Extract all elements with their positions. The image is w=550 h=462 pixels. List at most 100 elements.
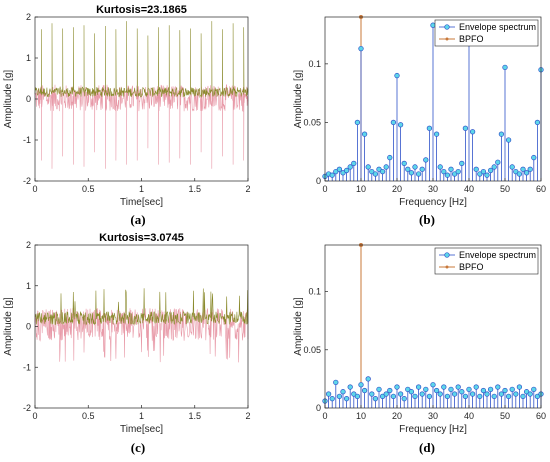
envelope-marker [444,393,451,400]
y-tick-label: -1 [23,135,31,145]
x-tick-label: 2 [245,184,250,194]
legend: Envelope spectrum BPFO [434,19,539,47]
panel-label: (d) [419,440,435,455]
envelope-marker [498,131,505,137]
envelope-marker [462,125,469,131]
filtered-signal-trace [34,21,249,98]
x-tick-label: 0.5 [82,184,95,194]
envelope-marker [347,384,353,390]
envelope-marker [527,166,533,172]
x-tick-label: 30 [428,184,438,194]
envelope-marker [401,160,407,167]
envelope-marker [329,172,335,178]
x-axis-label: Frequency [Hz] [399,424,467,435]
envelope-marker [343,167,350,174]
legend-box [434,247,539,275]
x-axis-label: Time[sec] [120,424,163,435]
y-axis-label: Amplitude [g] [3,70,14,129]
envelope-marker [437,164,443,170]
legend-envelope-label: Envelope spectrum [459,250,536,260]
plot-area [34,21,249,169]
envelope-marker [405,386,411,393]
envelope-marker [358,382,364,388]
x-tick-label: 20 [392,411,402,421]
envelope-marker [531,154,537,161]
envelope-marker [369,391,375,397]
plot-area [34,288,249,363]
envelope-marker [369,168,375,175]
y-tick-label: -2 [23,176,31,186]
envelope-marker [397,122,404,128]
envelope-marker [523,170,530,176]
envelope-marker [419,166,425,172]
envelope-marker [484,391,490,397]
envelope-marker [426,125,433,131]
envelope-marker [534,393,541,400]
x-tick-label: 40 [464,184,474,194]
envelope-marker [531,386,537,393]
legend-envelope-marker [444,24,450,30]
x-tick-label: 30 [428,411,438,421]
y-tick-label: 0 [26,322,31,332]
x-tick-label: 20 [392,184,402,194]
y-tick-label: 1 [26,53,31,63]
envelope-marker [495,159,501,165]
envelope-marker [412,393,418,400]
y-tick-label: 0.05 [303,345,321,355]
envelope-marker [509,164,515,170]
envelope-marker [502,387,508,394]
envelope-marker [462,393,469,400]
envelope-marker [336,166,343,172]
envelope-marker [491,393,497,400]
envelope-marker [365,164,371,170]
envelope-marker [336,393,343,400]
legend-bpfo-marker [445,37,449,41]
raw-signal-trace [34,83,249,169]
envelope-marker [502,64,508,71]
chart-panel-1: 0 0.5 1 1.5 2 -2 -1 0 1 2 Time[sec] Amplitude [g] Ku… [3,4,251,227]
x-tick-label: 1.5 [188,411,201,421]
envelope-marker [516,171,523,177]
legend: Envelope spectrum BPFO [434,247,539,275]
filtered-signal-trace [34,288,249,326]
envelope-marker [459,160,465,167]
envelope-marker [361,131,368,137]
envelope-marker [444,172,451,178]
envelope-marker [325,391,332,397]
envelope-marker [448,166,454,172]
envelope-marker [329,396,335,402]
envelope-marker [433,131,440,137]
envelope-marker [430,22,436,28]
envelope-marker [376,386,382,393]
envelope-marker [505,393,512,400]
y-tick-label: -2 [23,403,31,413]
envelope-marker [437,391,443,397]
envelope-marker [491,164,497,170]
envelope-marker [340,170,346,176]
envelope-marker [394,384,400,390]
envelope-marker [426,393,433,400]
envelope-marker [361,387,368,394]
envelope-marker [441,384,447,390]
legend-envelope-marker [444,252,450,258]
envelope-marker [477,393,483,400]
envelope-marker [415,171,422,177]
envelope-marker [451,171,458,177]
envelope-marker [379,168,386,175]
envelope-marker [448,386,454,393]
raw-signal-trace [34,308,249,363]
envelope-marker [469,391,476,397]
x-tick-label: 10 [356,411,366,421]
envelope-marker [372,396,379,402]
envelope-marker [387,387,393,394]
legend-bpfo-label: BPFO [459,262,484,272]
envelope-marker [433,387,440,394]
envelope-marker [487,386,494,393]
x-tick-label: 50 [500,184,510,194]
envelope-marker [534,119,541,126]
chart-panel-3: 0 0.5 1 1.5 2 -2 -1 0 1 2 Time[sec] Amplitude [g] Ku… [3,232,251,455]
y-tick-label: 0 [26,94,31,104]
y-tick-label: 0 [316,176,321,186]
envelope-marker [423,386,429,393]
envelope-marker [408,170,415,176]
